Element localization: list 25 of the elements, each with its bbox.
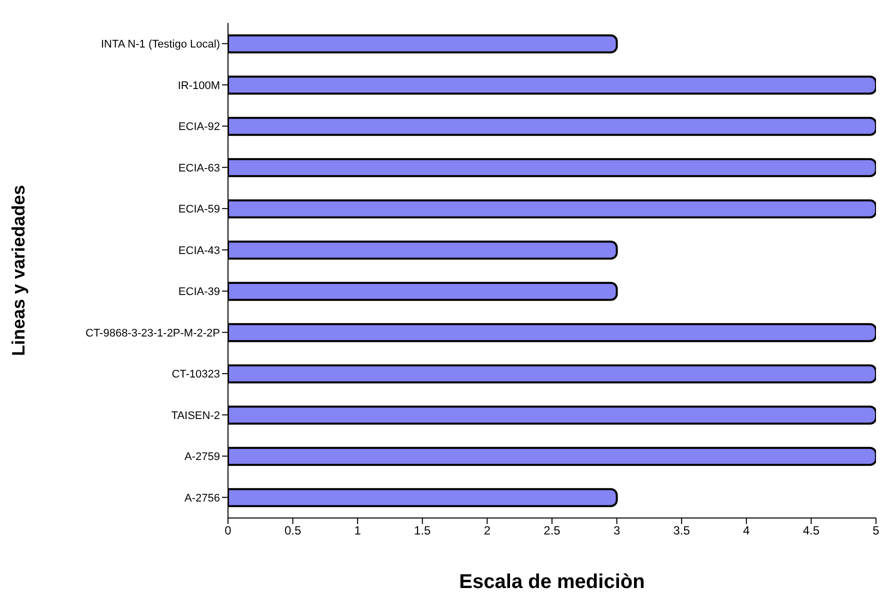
x-tick-label: 1 [354, 524, 362, 538]
y-tick-label: A-2759 [184, 451, 220, 464]
y-tick-label: ECIA-92 [178, 121, 220, 134]
x-tick-label: 0.5 [284, 524, 302, 538]
y-tick-label: ECIA-59 [178, 204, 220, 216]
y-tick-label: INTA N-1 (Testigo Local) [100, 38, 220, 51]
x-tick-label: 2 [484, 524, 491, 538]
y-tick-label: ECIA-43 [178, 244, 220, 257]
x-tick-label: 0 [224, 524, 232, 538]
y-tick-label: A-2756 [184, 492, 220, 504]
x-tick-label: 3.5 [673, 524, 690, 538]
x-tick-label: 1.5 [414, 524, 432, 538]
x-tick-label: 3 [613, 524, 620, 538]
x-tick-label: 4.5 [802, 524, 820, 538]
x-tick-label: 2.5 [544, 524, 561, 538]
y-tick-label: CT-10323 [172, 368, 220, 381]
x-axis-title: Escala de mediciòn [459, 571, 645, 593]
y-axis-title: Lineas y variedades [8, 184, 28, 356]
x-tick-label: 4 [743, 524, 750, 538]
y-tick-label: ECIA-63 [178, 162, 220, 174]
y-tick-label: CT-9868-3-23-1-2P-M-2-2P [86, 327, 220, 340]
x-tick-label: 5 [872, 524, 880, 538]
y-tick-label: ECIA-39 [178, 286, 220, 298]
y-tick-label: TAISEN-2 [171, 410, 220, 422]
y-tick-label: IR-100M [178, 80, 220, 92]
